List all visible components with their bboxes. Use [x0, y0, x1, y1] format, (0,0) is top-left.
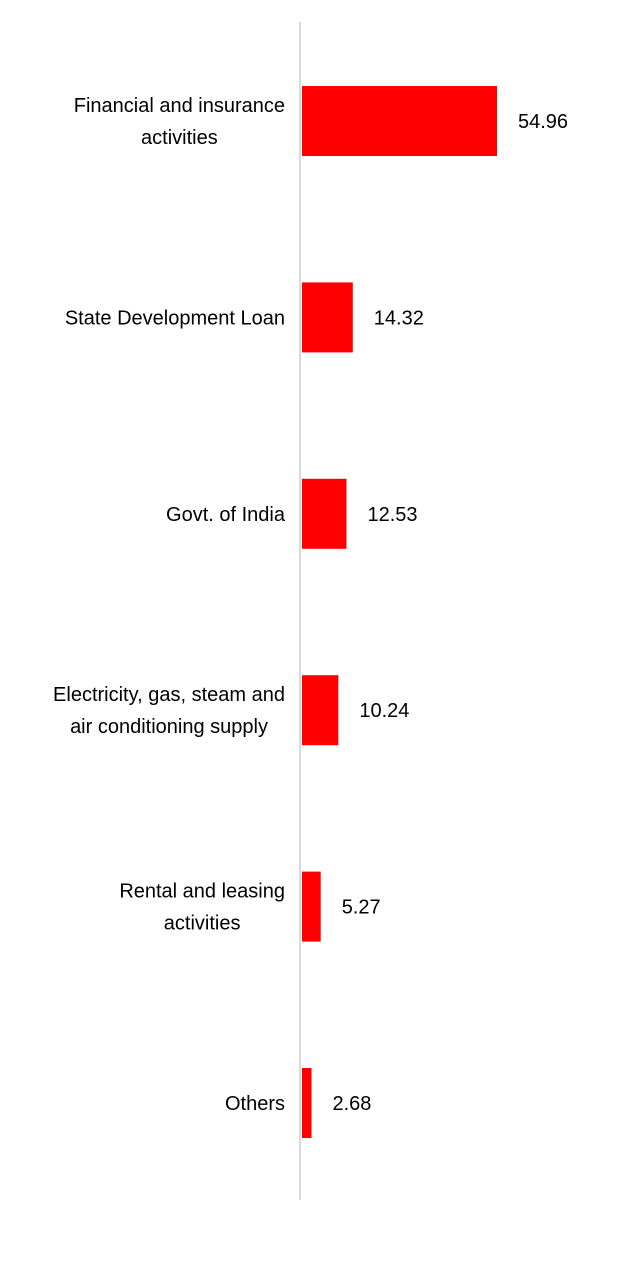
bar — [302, 871, 321, 942]
category-label-line: air conditioning supply — [70, 716, 268, 738]
bar — [302, 1068, 312, 1138]
category-label-line: Electricity, gas, steam and — [53, 684, 285, 706]
category-label: Electricity, gas, steam and air condition… — [53, 684, 285, 738]
bar-value-label: 10.24 — [359, 700, 409, 722]
category-label-line: activities — [141, 127, 218, 149]
category-label: Financial and insurance activities — [74, 95, 285, 149]
category-label: Govt. of India — [166, 504, 286, 526]
bar — [302, 675, 339, 746]
category-label-line: Rental and leasing — [119, 881, 285, 903]
category-labels-layer: Financial and insurance activities State D… — [53, 95, 286, 1115]
bar-value-label: 54.96 — [518, 111, 568, 133]
bar — [302, 478, 347, 549]
category-label: Rental and leasing activities — [119, 881, 285, 935]
bars-layer — [302, 86, 497, 1138]
category-label-line: State Development Loan — [65, 307, 285, 329]
category-label-line: Financial and insurance — [74, 95, 285, 117]
value-labels-layer: 54.96 14.32 12.53 10.24 5.27 2.68 — [333, 111, 569, 1115]
bar-value-label: 14.32 — [374, 307, 424, 329]
bar-value-label: 5.27 — [342, 897, 381, 919]
category-label: State Development Loan — [65, 307, 285, 329]
category-label-line: Govt. of India — [166, 504, 286, 526]
bar-value-label: 12.53 — [367, 504, 417, 526]
bar-value-label: 2.68 — [333, 1093, 372, 1115]
bar — [302, 282, 353, 353]
category-label-line: activities — [164, 913, 241, 935]
category-label-line: Others — [225, 1093, 285, 1115]
bar — [302, 86, 497, 156]
category-label: Others — [225, 1093, 285, 1115]
